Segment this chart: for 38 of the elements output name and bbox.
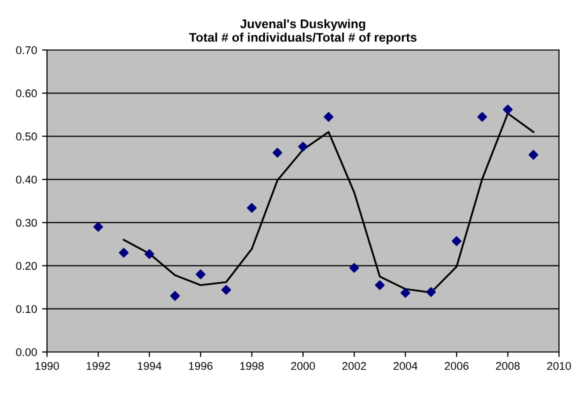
x-tick-label: 1990 [35,362,59,370]
y-tick-label: 0.60 [16,89,37,98]
x-tick-label: 2006 [444,362,468,370]
point [374,280,385,290]
point [196,269,206,280]
x-tick-label: 2002 [342,362,366,370]
point [144,249,154,259]
point [502,104,513,114]
x-tick-label: 1992 [86,362,110,370]
point [93,222,104,232]
point [272,148,282,158]
point [324,112,334,122]
point [221,285,232,295]
point [170,291,180,301]
point [452,236,462,246]
point [298,142,308,152]
y-tick-label: 0.50 [16,132,37,140]
y-tick-label: 0.30 [16,218,37,227]
y-tick-label: 0.20 [16,262,37,270]
x-tick-label: 1998 [240,362,264,370]
point [118,248,129,258]
chart-title: Juvenal's Duskywing Total # of individuals/Total # of reports [189,19,417,44]
x-tick-label: 2008 [496,362,520,370]
y-tick-label: 0.40 [16,176,37,184]
y-tick-label: 0.70 [16,46,37,54]
y-tick-label: 0.00 [16,348,37,356]
x-tick-label: 2010 [547,362,571,370]
point [246,203,257,213]
x-tick-label: 2000 [291,362,315,370]
point [426,287,436,297]
point [528,150,538,160]
point [349,263,360,273]
x-tick-label: 1994 [138,362,162,370]
x-tick-label: 2004 [394,362,418,370]
y-tick-label: 0.10 [16,305,37,313]
x-tick-label: 1996 [189,362,212,370]
point [477,112,488,122]
point [400,288,410,298]
